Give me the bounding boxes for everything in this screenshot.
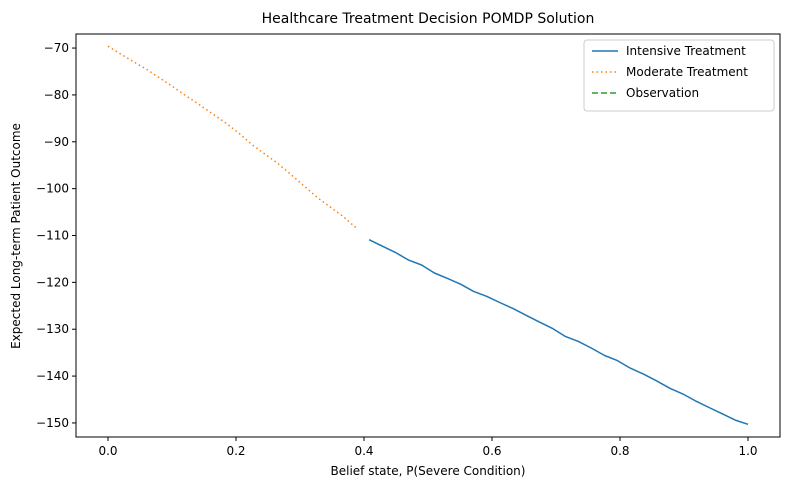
y-tick-label: −100 — [36, 182, 69, 196]
legend-label-1: Moderate Treatment — [626, 65, 748, 79]
y-tick-label: −150 — [36, 416, 69, 430]
y-tick-label: −70 — [44, 41, 69, 55]
legend-label-0: Intensive Treatment — [626, 44, 746, 58]
x-tick-label: 0.0 — [98, 444, 117, 458]
axes: 0.0 0.2 0.4 0.6 0.8 1.0 −70 −80 −90 −100 −110 −120 −… — [36, 33, 781, 458]
x-axis-title: Belief state, P(Severe Condition) — [331, 464, 526, 478]
chart-title: Healthcare Treatment Decision POMDP Solu… — [262, 11, 595, 27]
y-tick-label: −140 — [36, 369, 69, 383]
y-axis-title: Expected Long-term Patient Outcome — [9, 123, 23, 349]
x-tick-label: 0.4 — [354, 444, 373, 458]
legend-label-2: Observation — [626, 86, 699, 100]
y-tick-label: −130 — [36, 322, 69, 336]
series-line-1 — [107, 45, 357, 229]
legend-box — [583, 39, 775, 112]
y-tick-label: −110 — [36, 229, 69, 243]
x-tick-label: 1.0 — [738, 444, 757, 458]
x-tick-label: 0.8 — [610, 444, 629, 458]
y-tick-label: −80 — [44, 88, 69, 102]
plot-area — [107, 45, 749, 426]
series-line-0 — [368, 239, 749, 426]
y-tick-label: −90 — [44, 135, 69, 149]
x-tick-label: 0.2 — [226, 444, 245, 458]
y-tick-label: −120 — [36, 275, 69, 289]
x-tick-label: 0.6 — [482, 444, 501, 458]
legend: Intensive Treatment Moderate Treatment Obs… — [583, 39, 775, 112]
